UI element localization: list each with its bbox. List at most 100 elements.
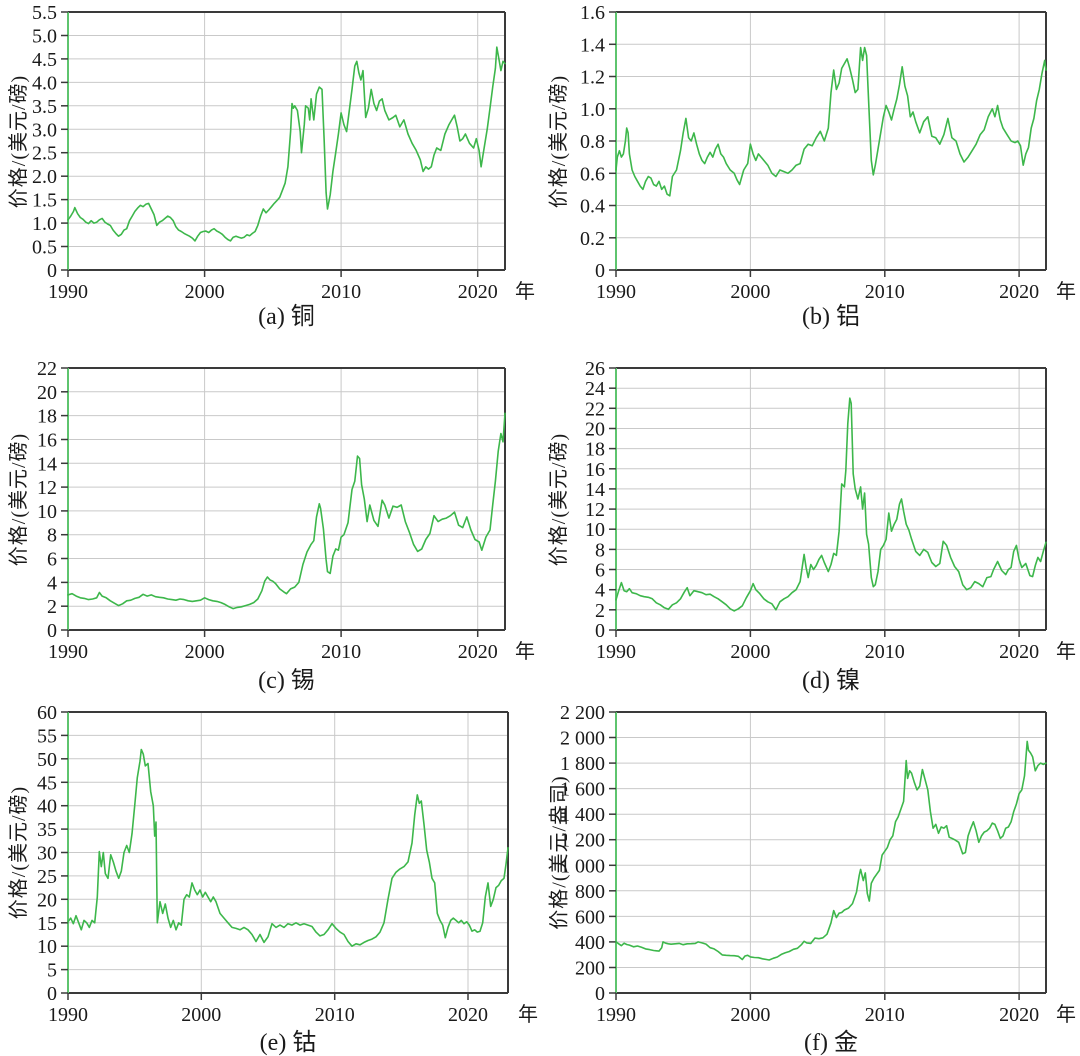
y-tick-label: 35 — [37, 819, 57, 841]
y-tick-label: 1.6 — [580, 2, 605, 24]
y-tick-label: 2.0 — [32, 166, 57, 188]
y-tick-label: 1.4 — [580, 34, 605, 56]
y-tick-label: 6 — [47, 549, 57, 571]
y-tick-label: 16 — [585, 459, 605, 481]
x-axis-unit-label: 年 — [1056, 640, 1076, 663]
y-tick-label: 16 — [37, 430, 57, 452]
y-tick-label: 200 — [575, 958, 605, 980]
x-axis-unit-label: 年 — [518, 1003, 538, 1026]
x-tick-label: 2020 — [458, 641, 498, 663]
y-tick-label: 0 — [47, 620, 57, 642]
y-tick-label: 20 — [585, 419, 605, 441]
y-tick-label: 5.0 — [32, 26, 57, 48]
x-axis-unit-label: 年 — [1056, 280, 1076, 303]
y-tick-label: 1.5 — [32, 190, 57, 212]
y-tick-label: 1 400 — [560, 804, 605, 826]
y-tick-label: 0 — [595, 620, 605, 642]
y-tick-label: 2 200 — [560, 702, 605, 724]
panel-b-aluminum: 价格/(美元/磅) 0 0.2 0.4 0.6 0.8 1.0 1.2 1.4 1.6 1990 2… — [540, 0, 1080, 356]
x-tick-label: 1990 — [48, 1004, 88, 1026]
y-tick-label: 2 — [47, 596, 57, 618]
x-tick-label: 2010 — [865, 1004, 905, 1026]
y-tick-label: 0 — [47, 983, 57, 1005]
x-tick-label: 2000 — [185, 281, 225, 303]
plot-area-aluminum: 0 0.2 0.4 0.6 0.8 1.0 1.2 1.4 1.6 1990 2000 2010 202… — [580, 2, 1076, 303]
caption-nickel: (d) 镍 — [802, 668, 860, 694]
y-tick-label: 18 — [585, 439, 605, 461]
y-tick-label: 12 — [585, 499, 605, 521]
price-line-copper — [67, 46, 506, 242]
y-tick-label: 1 200 — [560, 830, 605, 852]
y-tick-label: 14 — [585, 479, 605, 501]
y-tick-label: 1.0 — [32, 213, 57, 235]
y-tick-label: 3.0 — [32, 119, 57, 141]
y-tick-label: 0.4 — [580, 196, 605, 218]
y-tick-label: 4 — [47, 572, 57, 594]
y-tick-label: 10 — [585, 519, 605, 541]
y-tick-label: 1.2 — [580, 67, 605, 89]
y-tick-label: 0 — [595, 260, 605, 282]
y-tick-label: 2 000 — [560, 728, 605, 750]
y-tick-label: 1 000 — [560, 855, 605, 877]
x-tick-label: 2020 — [458, 281, 498, 303]
x-tick-label: 2000 — [730, 1004, 770, 1026]
x-tick-label: 1990 — [48, 641, 88, 663]
price-line-aluminum — [615, 46, 1047, 197]
y-tick-label: 800 — [575, 881, 605, 903]
caption-gold: (f) 金 — [804, 1030, 858, 1056]
y-tick-label: 0 — [47, 260, 57, 282]
x-axis-unit-label: 年 — [515, 280, 535, 303]
panel-c-tin: 价格/(美元/磅) 0 2 4 6 8 10 12 14 16 18 20 22 1990 2000 201… — [0, 356, 540, 700]
y-tick-label: 1 800 — [560, 753, 605, 775]
y-tick-label: 0.6 — [580, 163, 605, 185]
y-tick-label: 25 — [37, 866, 57, 888]
y-tick-label: 5.5 — [32, 2, 57, 24]
y-tick-label: 15 — [37, 913, 57, 935]
y-tick-label: 2 — [595, 600, 605, 622]
y-tick-label: 18 — [37, 406, 57, 428]
plot-area-copper: 00.51.01.52.02.53.03.54.04.55.05.5 1990 20… — [32, 2, 535, 303]
y-tick-label: 30 — [37, 843, 57, 865]
x-tick-label: 2010 — [865, 641, 905, 663]
caption-cobalt: (e) 钴 — [259, 1030, 317, 1056]
y-tick-label: 12 — [37, 477, 57, 499]
price-line-tin — [67, 412, 506, 610]
x-tick-label: 1990 — [596, 281, 636, 303]
panel-d-nickel: 价格/(美元/磅) 0 2 4 6 8 10 12 14 16 18 20 22 24 26 1990 200… — [540, 356, 1080, 700]
y-tick-label: 45 — [37, 772, 57, 794]
x-tick-label: 2010 — [321, 641, 361, 663]
x-tick-label: 2010 — [321, 281, 361, 303]
y-tick-label: 600 — [575, 906, 605, 928]
y-tick-label: 1 600 — [560, 779, 605, 801]
x-tick-label: 2000 — [181, 1004, 221, 1026]
x-tick-label: 2000 — [185, 641, 225, 663]
y-tick-label: 24 — [585, 378, 605, 400]
x-axis-unit-label: 年 — [515, 640, 535, 663]
y-tick-label: 4.0 — [32, 72, 57, 94]
y-tick-label: 0.2 — [580, 228, 605, 250]
price-line-gold — [615, 740, 1047, 961]
panel-a-copper: 价格/(美元/磅) 0 0.5 1.0 1.5 2.0 2.5 3.0 3.5 4.0 4.5 5.… — [0, 0, 540, 356]
y-tick-label: 10 — [37, 936, 57, 958]
x-tick-label: 2020 — [999, 641, 1039, 663]
x-tick-label: 1990 — [596, 1004, 636, 1026]
y-tick-label: 40 — [37, 796, 57, 818]
y-tick-label: 20 — [37, 382, 57, 404]
x-tick-label: 2010 — [865, 281, 905, 303]
y-tick-label: 60 — [37, 702, 57, 724]
panel-e-cobalt: 价格/(美元/磅) 0 5 10 15 20 25 30 35 40 45 50 55 60 1990 20… — [0, 700, 540, 1056]
x-tick-label: 1990 — [596, 641, 636, 663]
y-tick-label: 6 — [595, 560, 605, 582]
y-tick-label: 0.5 — [32, 237, 57, 259]
y-tick-label: 5 — [47, 960, 57, 982]
y-tick-label: 22 — [585, 398, 605, 420]
y-tick-label: 14 — [37, 453, 57, 475]
y-tick-label: 400 — [575, 932, 605, 954]
y-tick-label: 22 — [37, 358, 57, 380]
y-tick-label: 0 — [595, 983, 605, 1005]
x-tick-label: 2000 — [730, 641, 770, 663]
y-tick-label: 0.8 — [580, 131, 605, 153]
